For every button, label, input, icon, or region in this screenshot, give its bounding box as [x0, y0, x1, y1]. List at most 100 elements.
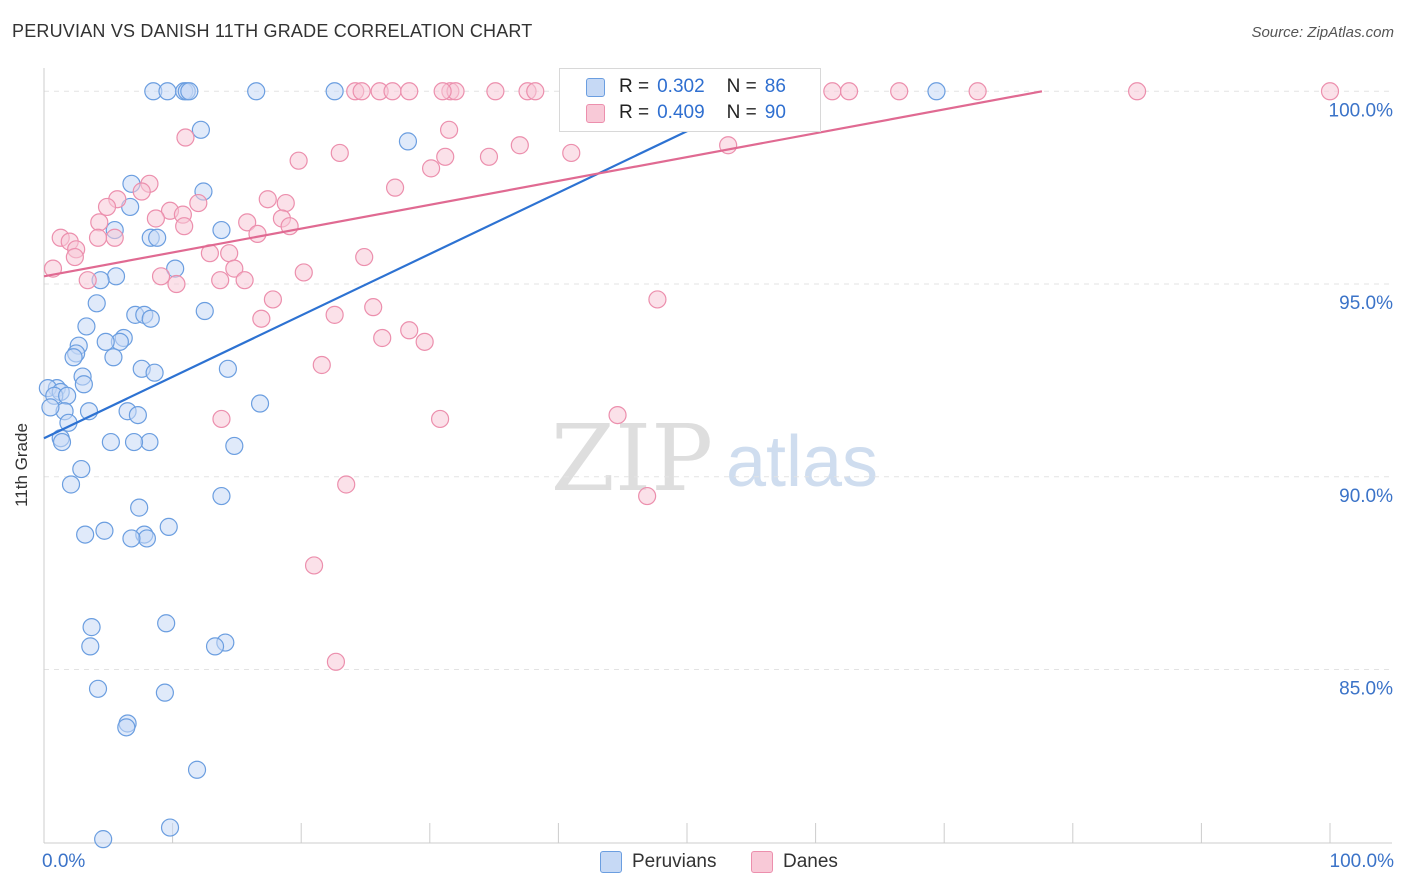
danish-point — [97, 197, 117, 217]
legend-row-danes: R = 0.409 N = 90 — [586, 101, 808, 125]
danish-point — [167, 274, 186, 294]
peruvian-point — [247, 82, 266, 101]
danish-point — [648, 290, 667, 309]
danish-point — [400, 82, 419, 101]
danish-point — [146, 209, 165, 228]
peruvian-point — [74, 375, 93, 394]
legend-row-peruvians: R = 0.302 N = 86 — [586, 75, 808, 99]
peruvian-point — [64, 348, 83, 367]
peruvian-point — [94, 830, 113, 849]
danish-point — [823, 82, 842, 101]
danish-point — [385, 178, 405, 197]
peruvian-point — [159, 517, 178, 536]
danish-point — [436, 147, 455, 166]
gridlines — [44, 90, 1392, 671]
danish-point — [510, 136, 529, 155]
danish-point — [263, 290, 283, 309]
peruvian-point — [160, 818, 180, 837]
stats-legend: R = 0.302 N = 86 R = 0.409 N = 90 — [559, 68, 821, 132]
danish-point — [1127, 82, 1147, 101]
watermark: ZIP atlas — [551, 405, 878, 512]
y-tick-label: 100.0% — [1329, 100, 1394, 121]
legend-r-label: R = — [619, 102, 650, 123]
peruvian-point — [76, 525, 95, 544]
peruvian-point — [117, 718, 136, 737]
danish-point — [294, 263, 313, 282]
peruvian-point — [140, 432, 159, 452]
danish-point — [364, 298, 383, 317]
danish-point — [415, 332, 434, 351]
legend-n-label: N = — [726, 102, 757, 123]
danish-point — [211, 271, 230, 290]
danish-point — [212, 409, 231, 429]
peruvian-point — [52, 432, 72, 452]
x-tick-label-min: 0.0% — [42, 851, 86, 872]
danish-point — [304, 556, 324, 575]
peruvian-point — [104, 348, 123, 367]
peruvian-point — [212, 220, 231, 240]
danish-point — [248, 224, 267, 244]
danish-point — [176, 128, 195, 147]
danish-point — [373, 328, 392, 348]
peruvian-point — [141, 309, 160, 328]
peruvian-point — [61, 475, 81, 494]
danish-point — [400, 321, 419, 340]
danish-point — [430, 409, 450, 429]
legend-n-value-peruvians: 86 — [764, 76, 786, 97]
danish-point — [252, 309, 271, 328]
peruvian-point — [927, 82, 946, 101]
peruvian-point — [155, 683, 174, 702]
legend-r-value-peruvians: 0.302 — [657, 76, 705, 97]
danish-point — [220, 244, 239, 263]
legend-r-value-danes: 0.409 — [657, 102, 705, 123]
danish-trend-line — [43, 90, 1043, 278]
legend-n-label: N = — [726, 76, 757, 97]
peruvian-point — [82, 618, 101, 637]
peruvian-point — [195, 301, 214, 321]
watermark-atlas: atlas — [726, 422, 878, 502]
legend-swatch-blue — [586, 77, 605, 97]
series-legend-peruvians: Peruvians — [600, 851, 717, 873]
danish-point — [312, 355, 331, 375]
peruvian-trend-line — [43, 90, 772, 440]
y-tick-label: 95.0% — [1339, 293, 1393, 314]
danish-point — [238, 213, 257, 232]
peruvian-point — [250, 394, 270, 413]
danish-point — [486, 82, 505, 101]
danish-point — [352, 82, 371, 101]
danish-point — [326, 652, 346, 671]
danish-point — [276, 193, 295, 213]
peruvian-point — [88, 679, 108, 698]
danish-point — [151, 267, 171, 286]
y-tick-label: 90.0% — [1339, 486, 1393, 507]
danish-point — [890, 82, 909, 101]
legend-n-value-danes: 90 — [764, 102, 786, 123]
peruvian-point — [145, 363, 164, 382]
peruvian-point — [212, 486, 231, 506]
danish-point — [1320, 82, 1340, 101]
danish-point — [638, 486, 657, 506]
danish-point — [132, 182, 151, 201]
series-label-peruvians: Peruvians — [632, 851, 717, 872]
peruvian-point — [180, 82, 199, 101]
danish-point — [105, 228, 124, 247]
peruvian-point — [191, 120, 210, 139]
x-tick-label-max: 100.0% — [1329, 851, 1394, 872]
axes — [43, 68, 1392, 844]
danish-point — [325, 305, 344, 324]
peruvian-point — [96, 332, 115, 351]
danish-point — [608, 405, 627, 425]
danish-point — [289, 151, 308, 170]
peruvian-point — [205, 637, 225, 656]
peruvian-point — [130, 498, 149, 517]
y-tick-labels: 100.0% 95.0% 90.0% 85.0% — [1329, 100, 1394, 699]
y-tick-label: 85.0% — [1339, 679, 1393, 700]
watermark-zip: ZIP — [551, 405, 713, 512]
danish-point — [225, 259, 244, 278]
danish-point — [526, 82, 545, 101]
danish-point — [175, 217, 194, 236]
peruvian-point — [325, 82, 344, 101]
peruvian-point — [122, 529, 141, 548]
legend-swatch-pink — [586, 103, 605, 123]
